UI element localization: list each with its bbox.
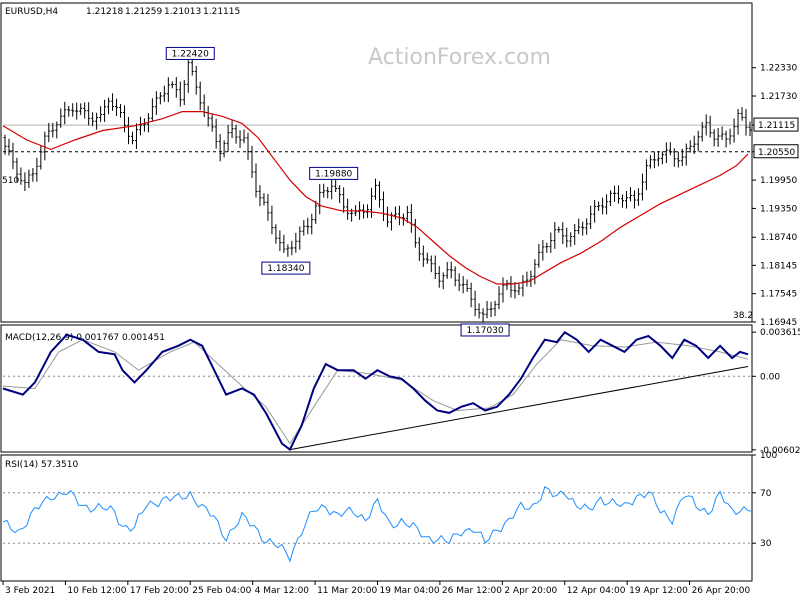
current-price-box-label: 1.21115 xyxy=(758,121,795,131)
x-tick-label: 4 Mar 12:00 xyxy=(255,586,310,596)
y-tick-label: 1.16945 xyxy=(760,318,797,328)
rsi-y-label: 30 xyxy=(760,539,772,549)
ohlc-close: 1.21115 xyxy=(203,7,240,17)
macd-title: MACD(12,26,9) 0.001767 0.001451 xyxy=(5,333,165,343)
x-tick-label: 2 Apr 20:00 xyxy=(504,586,557,596)
current-price-box xyxy=(753,117,799,132)
macd-panel: MACD(12,26,9) 0.001767 0.001451 0.003615… xyxy=(2,328,800,456)
rsi-title: RSI(14) 57.3510 xyxy=(5,460,78,470)
swing-label: 1.17030 xyxy=(466,326,503,336)
macd-trendline xyxy=(289,366,749,451)
x-tick-label: 19 Apr 12:00 xyxy=(629,586,688,596)
x-tick-label: 11 Mar 20:00 xyxy=(317,586,377,596)
moving-average-line xyxy=(2,110,749,285)
corner-note: 38.2 xyxy=(733,311,753,321)
x-tick-label: 26 Apr 20:00 xyxy=(692,586,751,596)
y-tick-label: 1.18145 xyxy=(760,261,797,271)
y-tick-label: 1.22330 xyxy=(760,64,797,74)
ohlc-high: 1.21259 xyxy=(125,7,162,17)
x-axis: 3 Feb 2021 10 Feb 12:00 17 Feb 20:00 25 Feb… xyxy=(2,581,751,596)
x-tick-label: 26 Mar 12:00 xyxy=(442,586,502,596)
macd-panel-frame xyxy=(0,324,753,453)
swing-label-box xyxy=(309,166,359,180)
ohlc-low: 1.21013 xyxy=(164,7,201,17)
x-tick-label: 3 Feb 2021 xyxy=(5,586,55,596)
rsi-y-label: 100 xyxy=(760,451,777,461)
y-tick-label: 1.19350 xyxy=(760,204,797,214)
swing-label: 1.22420 xyxy=(172,49,209,59)
grid-layer xyxy=(0,2,753,582)
swing-label-box xyxy=(261,261,311,275)
swing-label: 1.19880 xyxy=(315,169,352,179)
rsi-line xyxy=(2,486,753,563)
watermark: ActionForex.com xyxy=(368,45,551,70)
macd-y-label: 0.003615 xyxy=(760,328,800,338)
rsi-panel: RSI(14) 57.3510 100 70 30 xyxy=(2,451,777,563)
y-tick-label: 1.19950 xyxy=(760,176,797,186)
macd-y-label: 0.00 xyxy=(760,372,780,382)
x-tick-label: 10 Feb 12:00 xyxy=(67,586,126,596)
rsi-y-label: 70 xyxy=(760,489,772,499)
x-tick-label: 17 Feb 20:00 xyxy=(130,586,189,596)
x-tick-label: 19 Mar 04:00 xyxy=(380,586,440,596)
swing-label: 1.18340 xyxy=(267,264,304,274)
macd-y-label: -0.006026 xyxy=(760,446,800,456)
x-tick-label: 25 Feb 04:00 xyxy=(192,586,251,596)
main-panel-frame xyxy=(0,2,753,323)
support-line-box-label: 1.20550 xyxy=(758,148,795,158)
swing-label-box xyxy=(460,323,510,337)
macd-line xyxy=(2,330,749,452)
ohlc-open: 1.21218 xyxy=(86,7,123,17)
x-tick-label: 12 Apr 04:00 xyxy=(567,586,626,596)
main-title: EURUSD,H4 xyxy=(5,7,58,17)
macd-signal-line xyxy=(2,339,749,445)
y-tick-label: 1.21730 xyxy=(760,92,797,102)
price-bars xyxy=(3,54,752,323)
rsi-panel-frame xyxy=(0,454,753,582)
y-tick-label: 1.17545 xyxy=(760,290,797,300)
swing-label-box xyxy=(165,46,215,60)
main-price-panel: EURUSD,H4 1.21218 1.21259 1.21013 1.2111… xyxy=(2,7,799,337)
support-line-box xyxy=(753,144,799,159)
left-edge-label: 510 xyxy=(2,176,19,186)
y-tick-label: 1.18740 xyxy=(760,233,797,243)
